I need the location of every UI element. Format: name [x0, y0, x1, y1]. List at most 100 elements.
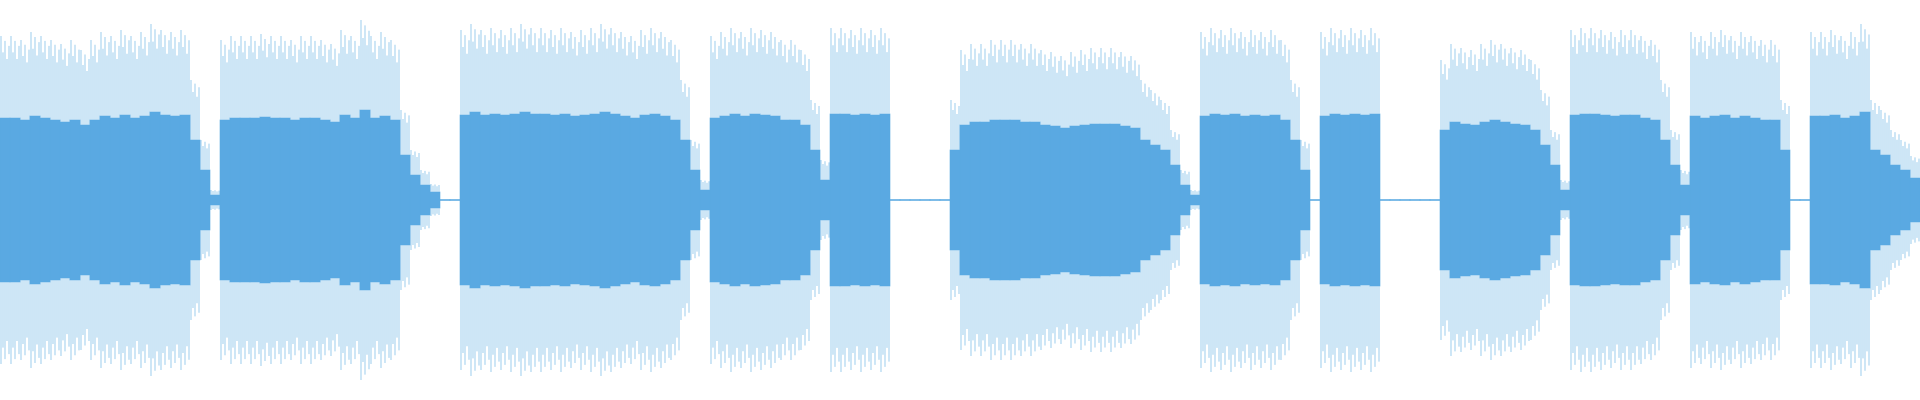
wave-sample: [1739, 32, 1751, 368]
wave-sample: [989, 40, 1001, 360]
wave-sample: [1489, 40, 1501, 360]
wave-sample: [629, 36, 641, 364]
wave-sample: [1399, 199, 1411, 201]
wave-sample: [149, 24, 161, 376]
wave-sample: [1079, 50, 1091, 350]
wave-sample: [1349, 28, 1361, 372]
wave-sample: [649, 28, 661, 372]
wave-sample: [1759, 40, 1771, 360]
wave-sample: [269, 36, 281, 364]
wave-sample: [189, 80, 201, 320]
wave-sample: [799, 50, 811, 350]
wave-sample: [849, 30, 861, 370]
wave-sample: [689, 140, 701, 260]
wave-sample: [1279, 40, 1291, 360]
wave-sample: [309, 36, 321, 364]
wave-sample: [359, 20, 371, 380]
wave-sample: [339, 30, 351, 370]
wave-sample: [1249, 30, 1261, 370]
wave-sample: [1269, 30, 1281, 370]
wave-sample: [549, 30, 561, 370]
wave-sample: [199, 140, 211, 260]
wave-sample: [1159, 100, 1171, 300]
wave-sample: [399, 110, 411, 290]
wave-sample: [79, 50, 91, 350]
wave-sample: [1019, 44, 1031, 356]
wave-sample: [539, 28, 551, 372]
wave-sample: [679, 80, 691, 320]
wave-sample: [1049, 52, 1061, 348]
wave-sample: [1619, 30, 1631, 370]
wave-sample: [729, 28, 741, 372]
wave-sample: [1799, 199, 1811, 201]
wave-sample: [979, 44, 991, 356]
wave-sample: [1129, 56, 1141, 344]
wave-sample: [1259, 32, 1271, 368]
wave-sample: [1199, 32, 1211, 368]
wave-sample: [459, 30, 471, 370]
wave-sample: [969, 44, 981, 356]
wave-sample: [1229, 28, 1241, 372]
wave-sample: [1409, 199, 1421, 201]
wave-sample: [1299, 140, 1311, 260]
wave-sample: [1889, 130, 1901, 270]
wave-sample: [139, 32, 151, 368]
wave-sample: [999, 40, 1011, 360]
wave-sample: [1339, 30, 1351, 370]
wave-sample: [819, 160, 831, 240]
wave-sample: [159, 30, 171, 370]
wave-sample: [1679, 170, 1691, 230]
wave-sample: [509, 28, 521, 372]
wave-sample: [419, 170, 431, 230]
wave-sample: [1609, 32, 1621, 368]
wave-sample: [589, 28, 601, 372]
wave-sample: [409, 150, 421, 250]
wave-sample: [669, 40, 681, 360]
wave-sample: [1839, 36, 1851, 364]
wave-sample: [1089, 48, 1101, 352]
wave-sample: [489, 28, 501, 372]
wave-sample: [1659, 80, 1671, 320]
wave-sample: [329, 44, 341, 356]
wave-sample: [1569, 30, 1581, 370]
wave-sample: [1549, 130, 1561, 270]
wave-sample: [179, 30, 191, 370]
wave-sample: [1709, 32, 1721, 368]
wave-sample: [1719, 30, 1731, 370]
wave-sample: [1309, 199, 1321, 201]
wave-sample: [429, 184, 441, 216]
wave-sample: [889, 199, 901, 201]
wave-sample: [1899, 140, 1911, 260]
wave-sample: [599, 24, 611, 376]
wave-sample: [929, 199, 941, 201]
wave-sample: [1789, 199, 1801, 201]
wave-sample: [809, 100, 821, 300]
wave-sample: [1629, 30, 1641, 370]
wave-sample: [89, 40, 101, 360]
wave-sample: [1809, 32, 1821, 368]
wave-sample: [1689, 32, 1701, 368]
wave-sample: [1289, 80, 1301, 320]
wave-sample: [1139, 80, 1151, 320]
wave-sample: [1239, 32, 1251, 368]
wave-sample: [909, 199, 921, 201]
wave-sample: [1379, 199, 1391, 201]
wave-sample: [739, 32, 751, 368]
wave-sample: [1769, 40, 1781, 360]
wave-sample: [439, 199, 451, 201]
wave-sample: [1669, 130, 1681, 270]
wave-sample: [569, 32, 581, 368]
wave-sample: [109, 36, 121, 364]
wave-sample: [699, 180, 711, 220]
wave-sample: [939, 199, 951, 201]
wave-sample: [479, 30, 491, 370]
wave-sample: [1539, 90, 1551, 310]
wave-sample: [779, 40, 791, 360]
wave-sample: [1369, 28, 1381, 372]
wave-sample: [59, 44, 71, 356]
wave-sample: [1419, 199, 1431, 201]
wave-sample: [9, 36, 21, 364]
wave-sample: [1729, 36, 1741, 364]
wave-sample: [1579, 28, 1591, 372]
